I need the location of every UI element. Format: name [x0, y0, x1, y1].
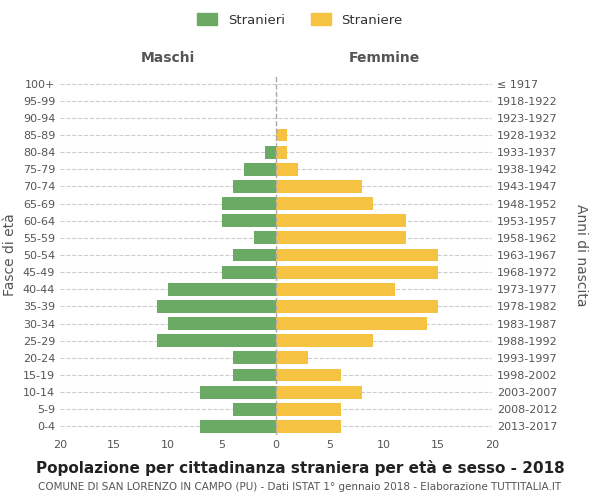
Bar	[222, 197, 276, 210]
Bar	[276, 197, 373, 210]
Bar	[276, 317, 427, 330]
Y-axis label: Fasce di età: Fasce di età	[3, 214, 17, 296]
Bar	[222, 266, 276, 278]
Bar	[233, 352, 276, 364]
Bar	[276, 214, 406, 227]
Bar	[233, 248, 276, 262]
Bar	[265, 146, 276, 158]
Bar	[276, 368, 341, 382]
Bar	[157, 300, 276, 313]
Bar	[276, 248, 438, 262]
Bar	[276, 163, 298, 175]
Text: Popolazione per cittadinanza straniera per età e sesso - 2018: Popolazione per cittadinanza straniera p…	[35, 460, 565, 476]
Bar	[168, 283, 276, 296]
Bar	[200, 420, 276, 433]
Bar	[276, 146, 287, 158]
Bar	[168, 317, 276, 330]
Bar	[233, 403, 276, 415]
Legend: Stranieri, Straniere: Stranieri, Straniere	[191, 6, 409, 33]
Bar	[276, 352, 308, 364]
Text: Maschi: Maschi	[141, 51, 195, 65]
Y-axis label: Anni di nascita: Anni di nascita	[574, 204, 588, 306]
Text: COMUNE DI SAN LORENZO IN CAMPO (PU) - Dati ISTAT 1° gennaio 2018 - Elaborazione : COMUNE DI SAN LORENZO IN CAMPO (PU) - Da…	[38, 482, 562, 492]
Bar	[276, 386, 362, 398]
Bar	[276, 403, 341, 415]
Bar	[276, 420, 341, 433]
Bar	[233, 368, 276, 382]
Bar	[157, 334, 276, 347]
Bar	[276, 283, 395, 296]
Bar	[276, 300, 438, 313]
Bar	[276, 266, 438, 278]
Bar	[222, 214, 276, 227]
Bar	[244, 163, 276, 175]
Bar	[276, 180, 362, 193]
Bar	[276, 128, 287, 141]
Text: Femmine: Femmine	[349, 51, 419, 65]
Bar	[276, 232, 406, 244]
Bar	[233, 180, 276, 193]
Bar	[200, 386, 276, 398]
Bar	[254, 232, 276, 244]
Bar	[276, 334, 373, 347]
